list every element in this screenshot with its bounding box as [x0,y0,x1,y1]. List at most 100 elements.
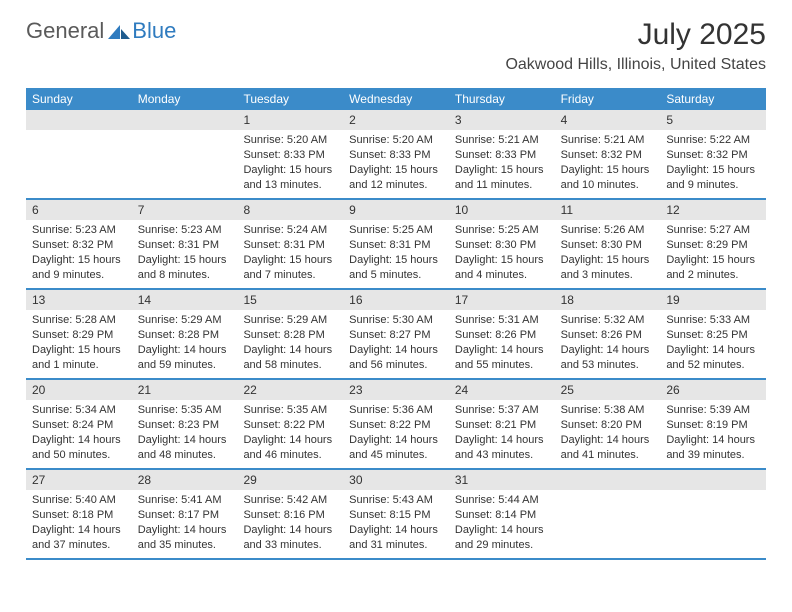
calendar: SundayMondayTuesdayWednesdayThursdayFrid… [26,88,766,560]
sunrise-text: Sunrise: 5:26 AM [561,223,655,238]
day-cell: 1Sunrise: 5:20 AMSunset: 8:33 PMDaylight… [237,110,343,198]
sunrise-text: Sunrise: 5:43 AM [349,493,443,508]
day-number: 3 [449,110,555,130]
title-block: July 2025 Oakwood Hills, Illinois, Unite… [505,18,766,74]
day-body: Sunrise: 5:21 AMSunset: 8:32 PMDaylight:… [555,130,661,196]
day-number: 13 [26,290,132,310]
day-body: Sunrise: 5:20 AMSunset: 8:33 PMDaylight:… [237,130,343,196]
weekday-header: Sunday [26,88,132,110]
sunset-text: Sunset: 8:14 PM [455,508,549,523]
day-number-empty [132,110,238,130]
day-cell: 2Sunrise: 5:20 AMSunset: 8:33 PMDaylight… [343,110,449,198]
day-body: Sunrise: 5:35 AMSunset: 8:22 PMDaylight:… [237,400,343,466]
day-cell [132,110,238,198]
day-number-empty [555,470,661,490]
day-body: Sunrise: 5:20 AMSunset: 8:33 PMDaylight:… [343,130,449,196]
sunset-text: Sunset: 8:29 PM [32,328,126,343]
daylight-text: Daylight: 15 hours and 10 minutes. [561,163,655,193]
day-number: 20 [26,380,132,400]
weekday-header: Thursday [449,88,555,110]
day-body: Sunrise: 5:39 AMSunset: 8:19 PMDaylight:… [660,400,766,466]
day-cell: 29Sunrise: 5:42 AMSunset: 8:16 PMDayligh… [237,470,343,558]
day-cell: 21Sunrise: 5:35 AMSunset: 8:23 PMDayligh… [132,380,238,468]
sunset-text: Sunset: 8:30 PM [561,238,655,253]
day-number: 14 [132,290,238,310]
day-number: 28 [132,470,238,490]
week-row: 13Sunrise: 5:28 AMSunset: 8:29 PMDayligh… [26,290,766,380]
day-cell: 23Sunrise: 5:36 AMSunset: 8:22 PMDayligh… [343,380,449,468]
day-cell: 11Sunrise: 5:26 AMSunset: 8:30 PMDayligh… [555,200,661,288]
daylight-text: Daylight: 14 hours and 55 minutes. [455,343,549,373]
daylight-text: Daylight: 14 hours and 46 minutes. [243,433,337,463]
day-cell: 9Sunrise: 5:25 AMSunset: 8:31 PMDaylight… [343,200,449,288]
weekday-header: Monday [132,88,238,110]
day-cell: 13Sunrise: 5:28 AMSunset: 8:29 PMDayligh… [26,290,132,378]
sunset-text: Sunset: 8:32 PM [666,148,760,163]
day-number: 16 [343,290,449,310]
day-body: Sunrise: 5:26 AMSunset: 8:30 PMDaylight:… [555,220,661,286]
sunset-text: Sunset: 8:33 PM [455,148,549,163]
daylight-text: Daylight: 14 hours and 35 minutes. [138,523,232,553]
page-title: July 2025 [505,18,766,52]
day-number: 6 [26,200,132,220]
sunrise-text: Sunrise: 5:27 AM [666,223,760,238]
daylight-text: Daylight: 14 hours and 31 minutes. [349,523,443,553]
day-body: Sunrise: 5:23 AMSunset: 8:32 PMDaylight:… [26,220,132,286]
sunset-text: Sunset: 8:30 PM [455,238,549,253]
day-body: Sunrise: 5:36 AMSunset: 8:22 PMDaylight:… [343,400,449,466]
day-number-empty [26,110,132,130]
day-number: 1 [237,110,343,130]
logo-sail-icon [108,23,130,39]
sunrise-text: Sunrise: 5:29 AM [138,313,232,328]
day-body: Sunrise: 5:41 AMSunset: 8:17 PMDaylight:… [132,490,238,556]
daylight-text: Daylight: 14 hours and 48 minutes. [138,433,232,463]
day-cell: 20Sunrise: 5:34 AMSunset: 8:24 PMDayligh… [26,380,132,468]
sunrise-text: Sunrise: 5:42 AM [243,493,337,508]
daylight-text: Daylight: 14 hours and 33 minutes. [243,523,337,553]
sunrise-text: Sunrise: 5:34 AM [32,403,126,418]
daylight-text: Daylight: 15 hours and 13 minutes. [243,163,337,193]
day-body: Sunrise: 5:29 AMSunset: 8:28 PMDaylight:… [132,310,238,376]
day-number: 4 [555,110,661,130]
day-cell: 19Sunrise: 5:33 AMSunset: 8:25 PMDayligh… [660,290,766,378]
day-body: Sunrise: 5:43 AMSunset: 8:15 PMDaylight:… [343,490,449,556]
day-cell: 6Sunrise: 5:23 AMSunset: 8:32 PMDaylight… [26,200,132,288]
weekday-header-row: SundayMondayTuesdayWednesdayThursdayFrid… [26,88,766,110]
daylight-text: Daylight: 15 hours and 3 minutes. [561,253,655,283]
sunset-text: Sunset: 8:31 PM [349,238,443,253]
daylight-text: Daylight: 14 hours and 53 minutes. [561,343,655,373]
day-cell: 7Sunrise: 5:23 AMSunset: 8:31 PMDaylight… [132,200,238,288]
sunset-text: Sunset: 8:22 PM [243,418,337,433]
day-body: Sunrise: 5:28 AMSunset: 8:29 PMDaylight:… [26,310,132,376]
day-body: Sunrise: 5:30 AMSunset: 8:27 PMDaylight:… [343,310,449,376]
day-number: 26 [660,380,766,400]
day-cell: 25Sunrise: 5:38 AMSunset: 8:20 PMDayligh… [555,380,661,468]
day-body: Sunrise: 5:23 AMSunset: 8:31 PMDaylight:… [132,220,238,286]
sunset-text: Sunset: 8:29 PM [666,238,760,253]
day-number: 15 [237,290,343,310]
sunset-text: Sunset: 8:31 PM [138,238,232,253]
sunrise-text: Sunrise: 5:23 AM [32,223,126,238]
sunrise-text: Sunrise: 5:23 AM [138,223,232,238]
day-number: 23 [343,380,449,400]
sunrise-text: Sunrise: 5:29 AM [243,313,337,328]
daylight-text: Daylight: 14 hours and 59 minutes. [138,343,232,373]
sunset-text: Sunset: 8:23 PM [138,418,232,433]
day-body: Sunrise: 5:34 AMSunset: 8:24 PMDaylight:… [26,400,132,466]
sunrise-text: Sunrise: 5:40 AM [32,493,126,508]
day-number: 22 [237,380,343,400]
sunrise-text: Sunrise: 5:24 AM [243,223,337,238]
day-body: Sunrise: 5:25 AMSunset: 8:31 PMDaylight:… [343,220,449,286]
day-number: 12 [660,200,766,220]
sunrise-text: Sunrise: 5:33 AM [666,313,760,328]
day-cell: 15Sunrise: 5:29 AMSunset: 8:28 PMDayligh… [237,290,343,378]
day-body: Sunrise: 5:32 AMSunset: 8:26 PMDaylight:… [555,310,661,376]
sunrise-text: Sunrise: 5:38 AM [561,403,655,418]
day-body: Sunrise: 5:29 AMSunset: 8:28 PMDaylight:… [237,310,343,376]
sunset-text: Sunset: 8:17 PM [138,508,232,523]
day-body: Sunrise: 5:42 AMSunset: 8:16 PMDaylight:… [237,490,343,556]
sunrise-text: Sunrise: 5:20 AM [243,133,337,148]
day-number: 24 [449,380,555,400]
day-body: Sunrise: 5:38 AMSunset: 8:20 PMDaylight:… [555,400,661,466]
sunrise-text: Sunrise: 5:37 AM [455,403,549,418]
